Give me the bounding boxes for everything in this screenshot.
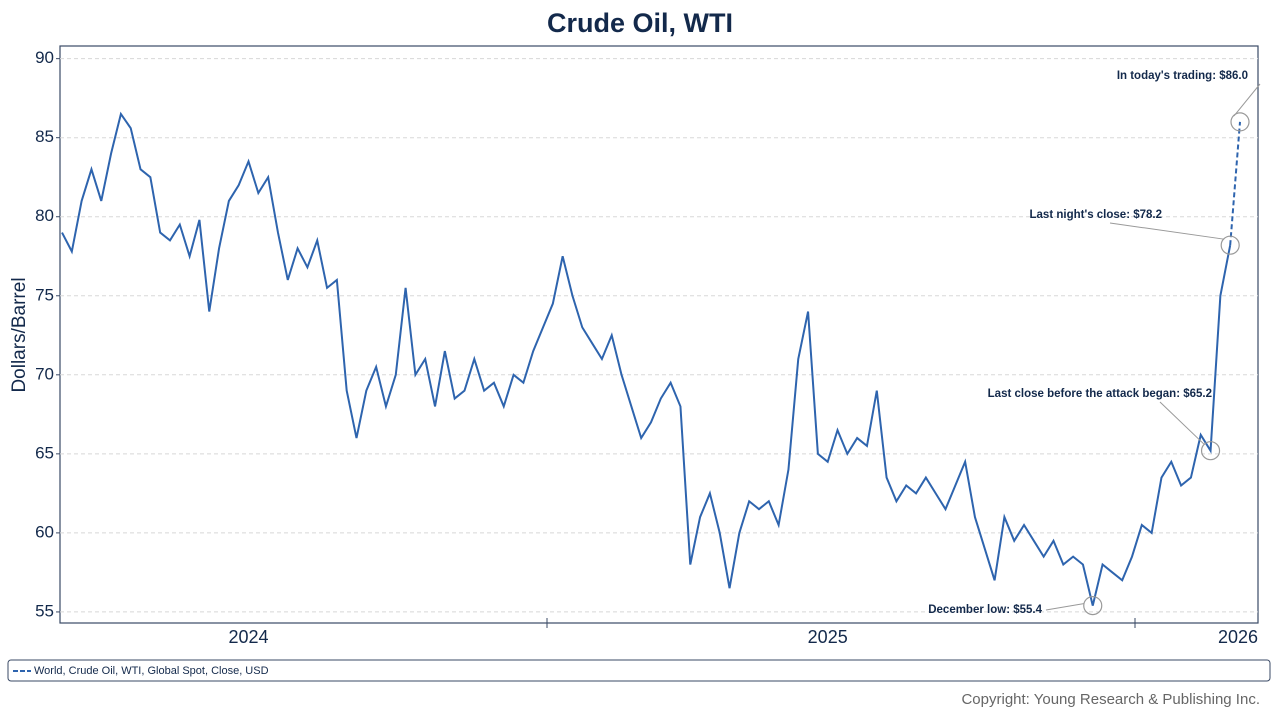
y-axis-label: Dollars/Barrel <box>9 277 30 392</box>
leader-line <box>1159 401 1205 446</box>
annotation-circle <box>1083 596 1103 616</box>
y-tick-label: 90 <box>35 48 54 67</box>
leader-line <box>1233 83 1261 117</box>
annotation: In today's trading: $86.0 <box>1117 70 1248 82</box>
y-tick-label: 70 <box>35 364 54 383</box>
x-tick-label: 2026 <box>1218 627 1258 647</box>
annotation: December low: $55.4 <box>928 604 1042 616</box>
leader-line <box>1045 603 1084 611</box>
x-tick-label: 2025 <box>808 627 848 647</box>
data-line-dashed <box>1229 121 1241 246</box>
chart-title: Crude Oil, WTI <box>547 8 733 38</box>
annotation-circle <box>1200 441 1221 461</box>
y-tick-label: 85 <box>35 127 54 146</box>
annotation-circle <box>1230 112 1250 132</box>
y-tick-label: 65 <box>35 443 54 462</box>
y-tick-label: 75 <box>35 285 54 304</box>
annotation: Last close before the attack began: $65.… <box>988 388 1212 400</box>
legend-label: World, Crude Oil, WTI, Global Spot, Clos… <box>34 665 269 677</box>
y-tick-label: 60 <box>35 522 54 541</box>
legend-box <box>7 659 1271 682</box>
copyright: Copyright: Young Research & Publishing I… <box>961 691 1260 708</box>
annotation: Last night's close: $78.2 <box>1030 209 1162 221</box>
y-tick-label: 80 <box>35 206 54 225</box>
leader-line <box>1109 222 1225 240</box>
plot-frame <box>59 45 1259 624</box>
y-tick-label: 55 <box>35 601 54 620</box>
x-tick-label: 2024 <box>228 627 268 647</box>
annotation-circle <box>1220 235 1240 255</box>
data-line <box>61 111 1232 606</box>
